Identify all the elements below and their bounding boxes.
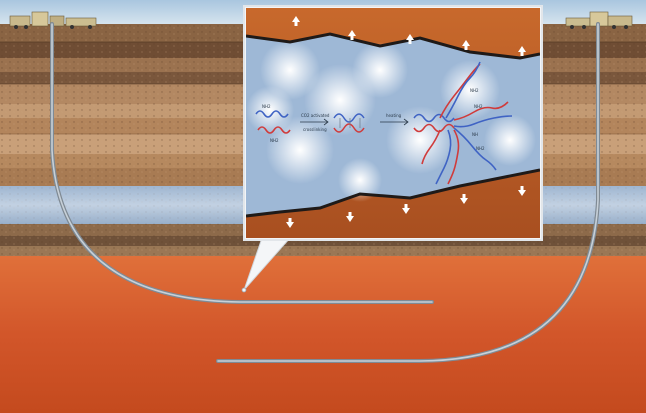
label-cluster-3: NH bbox=[472, 132, 478, 137]
down-arrow-icon bbox=[286, 186, 526, 228]
polymer-cluster bbox=[413, 61, 513, 185]
pointer-target bbox=[241, 287, 247, 293]
shale-formation bbox=[0, 256, 646, 413]
label-step2: heating bbox=[386, 113, 402, 118]
crosslinked-dimer bbox=[333, 113, 365, 133]
label-monomer-top: NH2 bbox=[262, 104, 271, 109]
reaction-arrow-1 bbox=[300, 118, 329, 126]
label-step1-line1: CO2 activated bbox=[301, 113, 330, 118]
rig-left-icon bbox=[9, 11, 97, 29]
up-arrow-icon bbox=[292, 16, 526, 56]
label-cluster-4: NH2 bbox=[476, 146, 485, 151]
wellbores bbox=[50, 22, 600, 363]
monomer-pair bbox=[255, 110, 291, 134]
label-step1-line2: crosslinking bbox=[303, 127, 327, 132]
inset-panel: NH2 NH2 CO2 activated crosslinking heati… bbox=[243, 5, 543, 241]
label-cluster-1: NH2 bbox=[470, 88, 479, 93]
reaction-arrow-2 bbox=[380, 118, 409, 126]
label-monomer-bottom: NH2 bbox=[270, 138, 279, 143]
label-cluster-2: NH2 bbox=[474, 104, 483, 109]
